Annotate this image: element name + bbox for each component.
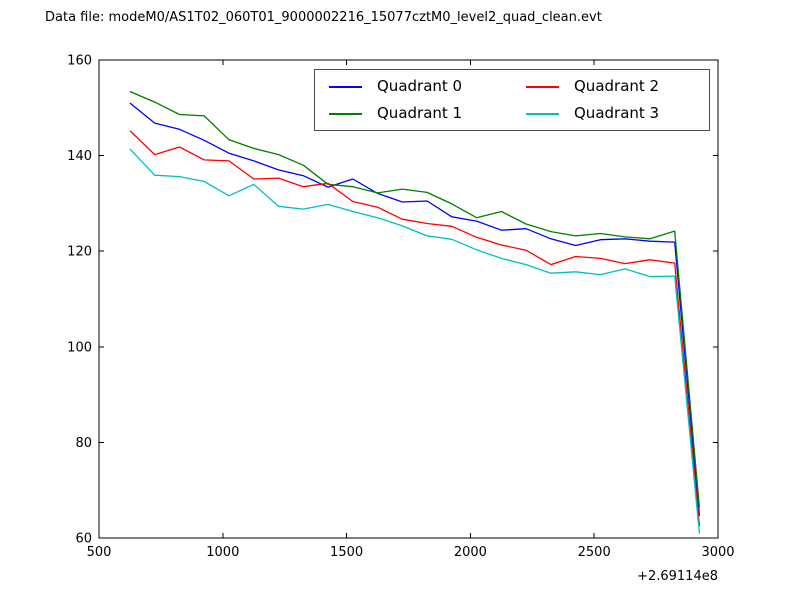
legend-label-quadrant-2: Quadrant 2 (574, 77, 660, 95)
legend-line-quadrant-1-icon (329, 112, 362, 115)
legend-label-quadrant-0: Quadrant 0 (377, 77, 463, 95)
legend-item-quadrant-0: Quadrant 0 (315, 74, 512, 100)
y-tick-label: 100 (67, 340, 92, 355)
x-tick-label: 1000 (206, 545, 239, 560)
legend-line-quadrant-3-icon (526, 112, 559, 115)
legend-label-quadrant-1: Quadrant 1 (377, 104, 463, 122)
legend-label-quadrant-3: Quadrant 3 (574, 104, 660, 122)
x-tick-label: 500 (87, 545, 112, 560)
legend-item-quadrant-2: Quadrant 2 (512, 74, 709, 100)
y-tick-label: 120 (67, 245, 92, 260)
x-tick-label: 2500 (578, 545, 611, 560)
series-line-quadrant-1 (129, 90, 701, 508)
x-tick-label: 2000 (454, 545, 487, 560)
series-line-quadrant-3 (129, 148, 701, 534)
x-tick-label: 1500 (330, 545, 363, 560)
y-tick-label: 60 (75, 532, 92, 547)
axes-spines (98, 59, 719, 539)
legend-item-quadrant-1: Quadrant 1 (315, 101, 512, 127)
legend-line-quadrant-2-icon (526, 85, 559, 88)
series-line-quadrant-0 (129, 102, 701, 517)
y-tick-label: 140 (67, 149, 92, 164)
x-tick-label: 3000 (701, 545, 734, 560)
legend-line-quadrant-0-icon (329, 85, 362, 88)
y-tick-label: 80 (75, 436, 92, 451)
y-tick-label: 160 (67, 54, 92, 69)
legend-box: Quadrant 0 Quadrant 1 Quadrant 2 Quadran… (314, 69, 710, 131)
series-line-quadrant-2 (129, 130, 701, 527)
figure-title: Data file: modeM0/AS1T02_060T01_90000022… (45, 10, 602, 25)
x-axis-offset-label: +2.69114e8 (637, 569, 718, 584)
legend-item-quadrant-3: Quadrant 3 (512, 101, 709, 127)
